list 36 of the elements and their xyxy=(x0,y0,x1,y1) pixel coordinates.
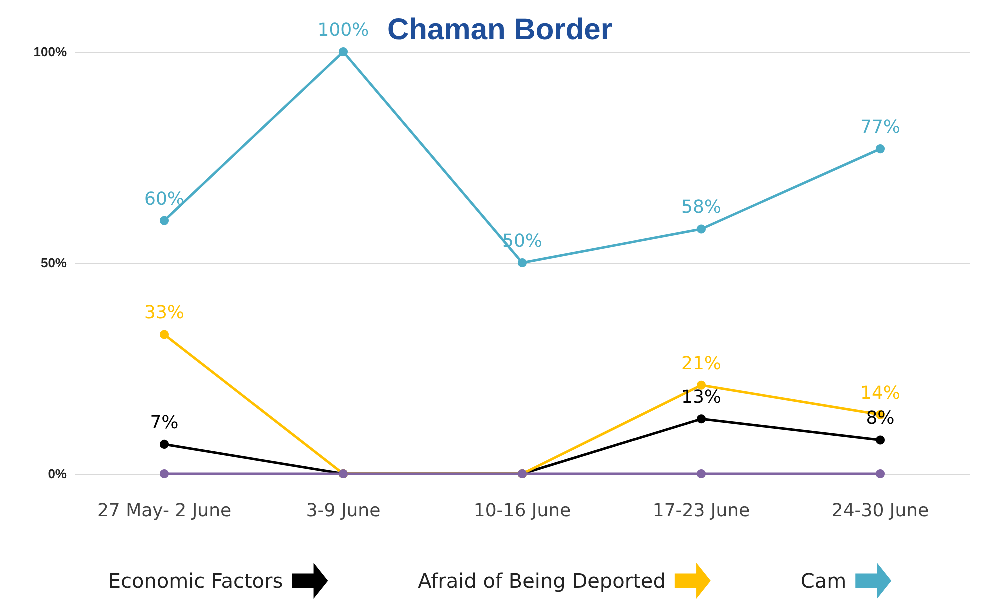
point xyxy=(876,436,885,445)
x-tick-label: 10-16 June xyxy=(474,500,572,522)
point xyxy=(518,258,527,268)
data-label: 100% xyxy=(318,20,370,41)
data-label: 21% xyxy=(681,353,722,374)
legend-label: Cam xyxy=(800,569,847,593)
point xyxy=(160,216,169,226)
y-tick-label: 100% xyxy=(34,44,68,60)
x-tick-label: 17-23 June xyxy=(652,500,750,522)
point xyxy=(697,470,706,478)
point xyxy=(160,330,169,340)
data-label: 60% xyxy=(144,188,185,210)
chart-title: Chaman Border xyxy=(387,14,613,46)
point xyxy=(876,470,885,478)
data-label: 13% xyxy=(681,387,722,408)
data-label: 8% xyxy=(866,408,895,430)
legend-label: Economic Factors xyxy=(108,569,284,593)
data-label: 50% xyxy=(502,231,543,252)
point xyxy=(697,224,706,234)
point xyxy=(697,414,706,424)
x-tick-label: 3-9 June xyxy=(306,500,381,522)
x-tick-label: 24-30 June xyxy=(832,500,930,522)
point xyxy=(697,380,706,390)
data-label: 33% xyxy=(144,302,185,324)
point xyxy=(160,470,169,478)
data-label: 58% xyxy=(681,197,722,218)
data-label: 77% xyxy=(860,117,901,138)
data-label: 14% xyxy=(860,382,901,404)
point xyxy=(339,48,348,56)
point xyxy=(876,144,885,154)
point xyxy=(160,440,169,449)
data-label: 7% xyxy=(150,412,179,434)
legend-label: Afraid of Being Deported xyxy=(418,569,666,593)
x-tick-label: 27 May- 2 June xyxy=(97,500,232,522)
y-tick-label: 50% xyxy=(40,256,68,270)
y-tick-label: 0% xyxy=(48,466,68,482)
